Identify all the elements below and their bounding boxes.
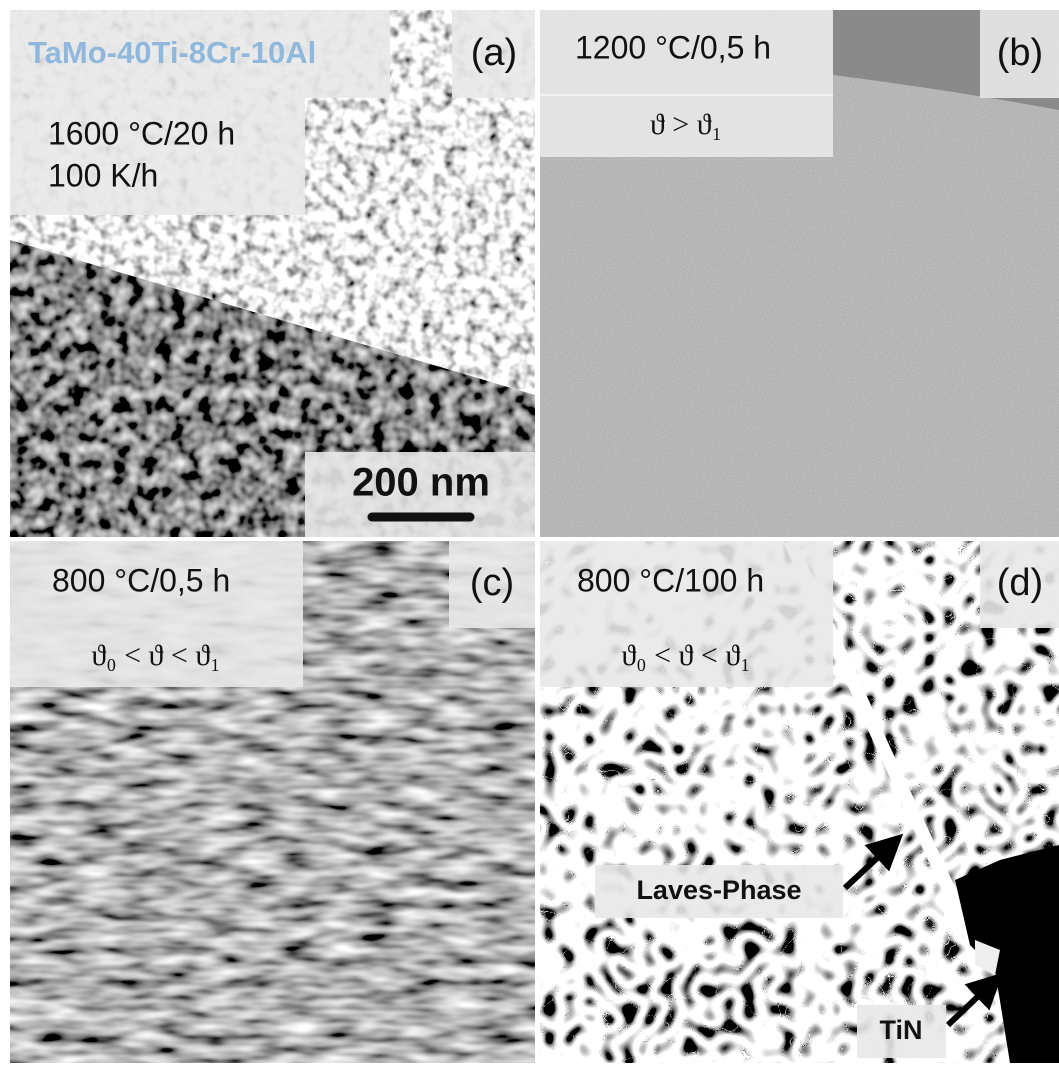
annotation: Laves-Phase: [636, 875, 801, 905]
scale-bar-label: 200 nm: [352, 461, 490, 505]
condition: 1200 °C/0,5 h: [575, 29, 771, 65]
condition: 800 °C/100 h: [577, 562, 764, 598]
panel-b: 1200 °C/0,5 h ϑ > ϑ₁ (b): [540, 10, 1059, 537]
panel-label: (c): [470, 562, 514, 604]
formula: ϑ₀ < ϑ < ϑ₁: [621, 639, 750, 672]
condition: 100 K/h: [48, 157, 158, 193]
panel-a: TaMo-40Ti-8Cr-10Al (a) 1600 °C/20 h 100 …: [10, 10, 535, 537]
panel-label: (b): [997, 32, 1043, 74]
panel-c: 800 °C/0,5 h ϑ₀ < ϑ < ϑ₁ (c): [10, 541, 535, 1063]
formula: ϑ > ϑ₁: [650, 108, 722, 141]
condition: 800 °C/0,5 h: [52, 562, 230, 598]
panel-label: (a): [471, 32, 517, 74]
panel-d: 800 °C/100 h ϑ₀ < ϑ < ϑ₁ (d) Laves-Phase…: [540, 541, 1059, 1063]
annotation: TiN: [879, 1015, 922, 1045]
figure: TaMo-40Ti-8Cr-10Al (a) 1600 °C/20 h 100 …: [0, 0, 1059, 1063]
panel-label: (d): [997, 562, 1043, 604]
formula: ϑ₀ < ϑ < ϑ₁: [91, 639, 220, 672]
alloy-name: TaMo-40Ti-8Cr-10Al: [28, 35, 316, 70]
condition: 1600 °C/20 h: [48, 115, 235, 151]
